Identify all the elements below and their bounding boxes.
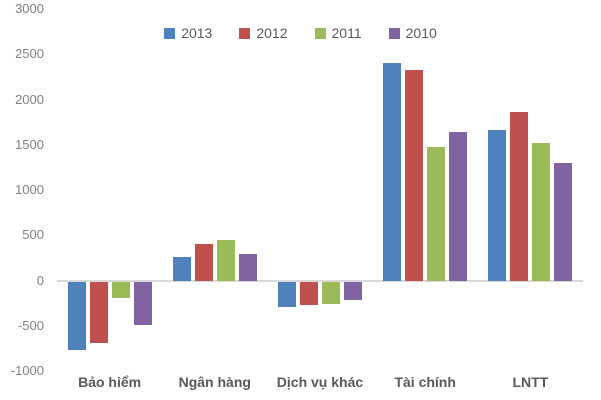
x-axis-category-label: Bảo hiểm [78, 374, 142, 390]
bar-2011-cat0 [111, 281, 130, 298]
bar-2013-cat3 [383, 63, 402, 281]
legend-swatch-icon [388, 27, 400, 39]
legend-item-2011: 2011 [314, 25, 362, 41]
bar-2013-cat2 [278, 281, 296, 307]
bar-2011-cat4 [532, 143, 551, 281]
legend-label: 2010 [405, 25, 437, 41]
legend-swatch-icon [314, 27, 326, 39]
y-axis-tick-label: 0 [36, 272, 44, 288]
x-axis-category-label: Dịch vụ khác [276, 374, 364, 390]
y-axis-tick-label: 500 [22, 227, 44, 243]
bar-2012-cat0 [89, 281, 108, 344]
legend-label: 2012 [256, 25, 288, 41]
chart-legend: 2013 2012 2011 2010 [0, 25, 601, 41]
bar-2010-cat0 [133, 281, 152, 326]
legend-item-2010: 2010 [388, 25, 437, 41]
legend-item-2013: 2013 [164, 25, 212, 41]
legend-swatch-icon [164, 27, 176, 39]
x-axis-category-label: Tài chính [394, 374, 456, 390]
y-axis-tick-label: 2500 [15, 46, 44, 62]
bar-2013-cat0 [67, 281, 86, 350]
y-axis-tick-label: -1000 [10, 363, 44, 379]
bar-2011-cat1 [216, 240, 235, 281]
y-axis-tick-label: 3000 [15, 0, 44, 16]
bar-2010-cat4 [554, 162, 573, 281]
y-axis-tick-label: 1000 [15, 182, 44, 198]
legend-item-2012: 2012 [239, 25, 288, 41]
bar-2010-cat1 [238, 253, 257, 281]
bar-2013-cat4 [488, 129, 507, 281]
bar-2013-cat1 [172, 257, 191, 281]
bar-2011-cat3 [427, 147, 446, 281]
y-axis-tick-label: 2000 [15, 91, 44, 107]
x-axis-category-label: Ngân hàng [178, 374, 251, 390]
bar-2011-cat2 [322, 281, 340, 304]
x-axis-category-label: LNTT [512, 374, 549, 390]
y-axis-tick-label: 1500 [15, 136, 44, 152]
bar-2012-cat4 [510, 111, 529, 281]
bar-2012-cat2 [300, 281, 318, 305]
legend-label: 2011 [331, 25, 362, 41]
bar-2010-cat3 [449, 131, 468, 281]
bar-2012-cat1 [194, 244, 213, 281]
legend-swatch-icon [239, 27, 251, 39]
zero-axis-line [57, 279, 583, 282]
bar-2010-cat2 [344, 281, 362, 301]
legend-label: 2013 [181, 25, 213, 41]
y-axis-tick-label: -500 [17, 318, 44, 333]
bar-2012-cat3 [405, 70, 424, 281]
